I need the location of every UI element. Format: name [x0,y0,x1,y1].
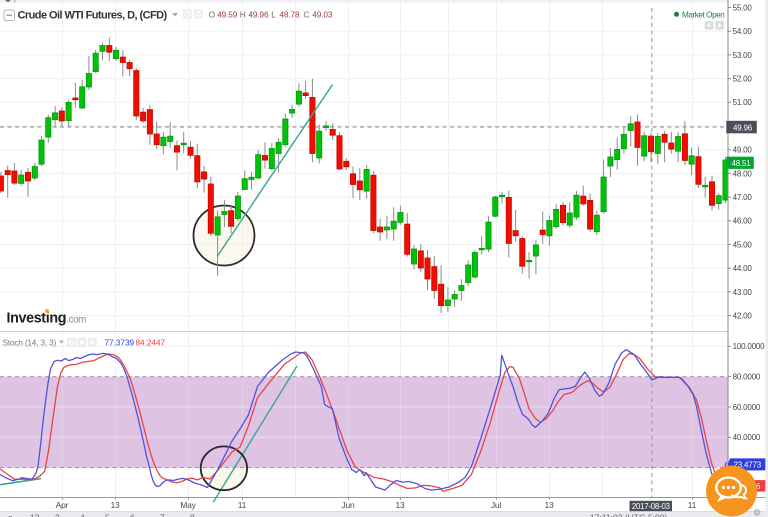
svg-text:2017-08-03: 2017-08-03 [632,502,670,511]
svg-text:Apr: Apr [56,500,69,510]
svg-text:Market Open: Market Open [682,10,725,19]
svg-text:49.96: 49.96 [733,123,753,132]
svg-text:11: 11 [238,500,247,510]
svg-text:3: 3 [55,513,60,517]
svg-text:8: 8 [190,513,195,517]
svg-text:60.0000: 60.0000 [733,403,761,412]
svg-text:23.4773: 23.4773 [734,461,762,470]
svg-text:100.0000: 100.0000 [733,342,766,351]
svg-text:51.00: 51.00 [733,98,753,107]
svg-text:84.2447: 84.2447 [136,338,166,347]
svg-text:42.00: 42.00 [733,312,753,321]
svg-text:47.00: 47.00 [733,193,753,202]
svg-text:⚙: ⚙ [753,508,761,517]
svg-text:Investing.com: Investing.com [7,311,87,327]
svg-text:5: 5 [105,513,110,517]
svg-text:77.3739: 77.3739 [105,338,135,347]
svg-text:Jul: Jul [491,500,502,510]
svg-text:55.00: 55.00 [733,3,753,12]
svg-text:46.00: 46.00 [733,217,753,226]
svg-text:May: May [180,500,196,510]
svg-text:17:11:02 (UTC-5:00): 17:11:02 (UTC-5:00) [590,513,667,517]
svg-text:54.00: 54.00 [733,27,753,36]
svg-text:45.00: 45.00 [733,240,753,249]
svg-text:13: 13 [110,500,120,510]
svg-text:48.51: 48.51 [732,159,752,168]
svg-text:44.00: 44.00 [733,264,753,273]
svg-text:43.00: 43.00 [733,288,753,297]
svg-text:13: 13 [395,500,405,510]
svg-text:7: 7 [160,513,165,517]
svg-text:a: a [8,513,13,517]
svg-text:80.0000: 80.0000 [733,373,761,382]
svg-text:6: 6 [130,513,135,517]
svg-text:Crude Oil WTI Futures, D, (CFD: Crude Oil WTI Futures, D, (CFD) [18,10,168,22]
svg-text:48.00: 48.00 [733,169,753,178]
svg-text:12: 12 [30,513,40,517]
svg-text:52.00: 52.00 [733,75,753,84]
svg-text:Jun: Jun [341,500,355,510]
svg-text:49.00: 49.00 [733,146,753,155]
svg-text:53.00: 53.00 [733,51,753,60]
svg-text:4: 4 [80,513,85,517]
svg-text:40.0000: 40.0000 [733,433,761,442]
svg-text:11: 11 [688,500,697,510]
svg-text:Stoch (14, 3, 3): Stoch (14, 3, 3) [3,337,57,347]
svg-text:13: 13 [544,500,554,510]
